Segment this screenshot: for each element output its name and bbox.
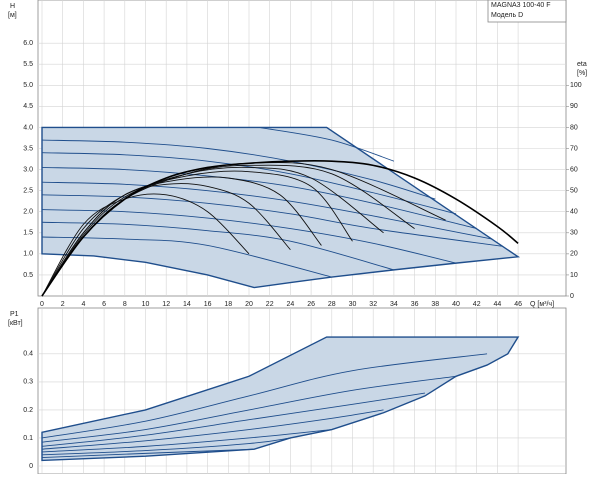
x-tick-label: 8 — [123, 301, 127, 308]
y-tick-label: 0.5 — [23, 272, 33, 279]
x-tick-label: 34 — [390, 301, 398, 308]
legend-entry: MAGNA3 100-40 F — [491, 2, 551, 9]
y-axis-unit: [кВт] — [8, 320, 23, 327]
x-tick-label: 42 — [473, 301, 481, 308]
y-axis-label: H — [10, 3, 15, 10]
y-axis-label: P1 — [10, 311, 19, 318]
x-tick-label: 36 — [411, 301, 419, 308]
y-tick-label: 1.5 — [23, 230, 33, 237]
y-tick-label: 0 — [29, 463, 33, 470]
y-tick-label: 4.5 — [23, 103, 33, 110]
x-tick-label: 24 — [287, 301, 295, 308]
x-tick-label: 30 — [349, 301, 357, 308]
y2-tick-label: 20 — [570, 251, 578, 258]
y-tick-label: 2.0 — [23, 209, 33, 216]
y-tick-label: 6.0 — [23, 40, 33, 47]
y2-tick-label: 50 — [570, 187, 578, 194]
efficiency-curve — [41, 159, 519, 297]
x-tick-label: 38 — [431, 301, 439, 308]
x-tick-label: 22 — [266, 301, 274, 308]
x-tick-label: 6 — [102, 301, 106, 308]
y-axis-unit: [м] — [8, 12, 17, 19]
pump-curve — [41, 437, 291, 456]
pump-curve — [41, 392, 426, 447]
efficiency-curve — [41, 170, 353, 297]
operating-area — [41, 126, 521, 289]
pump-curve — [41, 429, 332, 453]
x-tick-label: 2 — [61, 301, 65, 308]
x-tick-label: 40 — [452, 301, 460, 308]
pump-curve — [41, 221, 395, 271]
x-tick-label: 12 — [162, 301, 170, 308]
y2-tick-label: 80 — [570, 124, 578, 131]
pump-curve — [259, 126, 395, 162]
x-tick-label: 26 — [307, 301, 315, 308]
x-tick-label: 18 — [224, 301, 232, 308]
y-tick-label: 0.3 — [23, 379, 33, 386]
y-tick-label: 5.5 — [23, 61, 33, 68]
y-tick-label: 1.0 — [23, 251, 33, 258]
pump-curve — [41, 209, 457, 264]
pump-curve — [41, 448, 255, 459]
x-tick-label: 28 — [328, 301, 336, 308]
pump-curve — [41, 139, 436, 200]
y-tick-label: 5.0 — [23, 82, 33, 89]
pump-curve — [41, 194, 503, 247]
y-tick-label: 0.2 — [23, 407, 33, 414]
x-axis-label: Q [м³/ч] — [530, 301, 554, 308]
x-tick-label: 14 — [183, 301, 191, 308]
x-tick-label: 4 — [81, 301, 85, 308]
y2-tick-label: 30 — [570, 230, 578, 237]
y2-tick-label: 60 — [570, 166, 578, 173]
y-tick-label: 3.5 — [23, 145, 33, 152]
x-tick-label: 46 — [514, 301, 522, 308]
x-tick-label: 10 — [142, 301, 150, 308]
x-tick-label: 44 — [494, 301, 502, 308]
y2-tick-label: 0 — [570, 293, 574, 300]
pump-curve — [41, 181, 493, 240]
y2-tick-label: 10 — [570, 272, 578, 279]
x-tick-label: 0 — [40, 301, 44, 308]
y-tick-label: 3.0 — [23, 166, 33, 173]
y2-axis-unit: [%] — [577, 70, 587, 77]
y2-tick-label: 40 — [570, 209, 578, 216]
y-tick-label: 0.1 — [23, 435, 33, 442]
legend-entry: Модель D — [491, 12, 523, 19]
x-tick-label: 16 — [204, 301, 212, 308]
y2-tick-label: 90 — [570, 103, 578, 110]
y-tick-label: 0.4 — [23, 351, 33, 358]
pump-curve — [41, 409, 384, 450]
y2-tick-label: 70 — [570, 145, 578, 152]
x-tick-label: 32 — [369, 301, 377, 308]
efficiency-curve — [41, 193, 250, 297]
legend-box — [487, 0, 567, 23]
x-tick-label: 20 — [245, 301, 253, 308]
y2-axis-label: eta — [577, 61, 587, 68]
pump-curve — [41, 375, 457, 443]
operating-area — [41, 336, 520, 462]
pump-curve — [41, 152, 457, 215]
efficiency-curve — [41, 183, 291, 297]
y-tick-label: 2.5 — [23, 187, 33, 194]
y2-tick-label: 100 — [570, 82, 582, 89]
pump-curve — [41, 353, 488, 439]
pump-curve — [41, 167, 477, 230]
y-tick-label: 4.0 — [23, 124, 33, 131]
